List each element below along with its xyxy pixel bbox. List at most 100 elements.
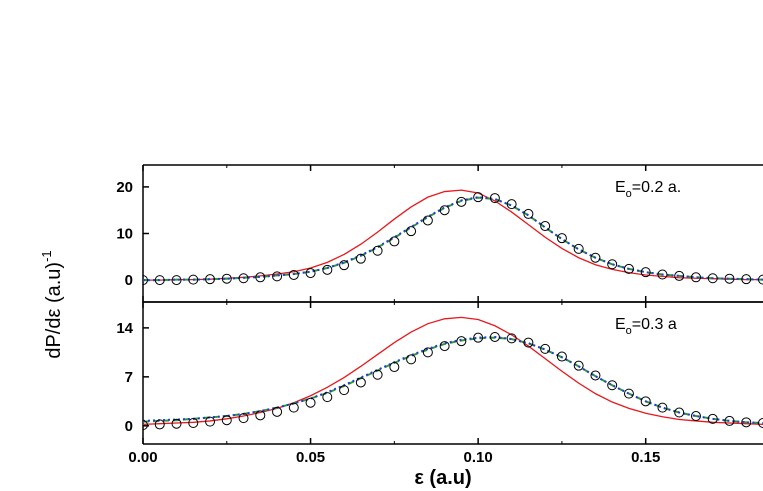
y-tick-label: 0 — [125, 418, 133, 435]
annotation-main: E — [615, 316, 626, 333]
data-point — [707, 273, 718, 284]
data-point — [339, 385, 350, 396]
data-point — [422, 347, 433, 358]
data-point — [339, 260, 350, 271]
data-point — [322, 264, 333, 275]
x-tick-label: 0.10 — [464, 449, 493, 466]
data-point — [372, 369, 383, 380]
data-point — [556, 233, 567, 244]
y-tick-label: 10 — [116, 226, 133, 243]
data-point — [590, 370, 601, 381]
data-point — [741, 417, 752, 428]
data-point — [272, 406, 283, 417]
data-point — [154, 419, 165, 430]
data-point — [724, 273, 735, 284]
data-point — [422, 215, 433, 226]
data-point — [506, 333, 517, 344]
data-point — [623, 388, 634, 399]
data-point — [674, 270, 685, 281]
data-point — [355, 377, 366, 388]
y-tick-label: 14 — [116, 320, 133, 337]
data-point — [690, 272, 701, 283]
data-point — [188, 418, 199, 429]
series-line — [143, 316, 763, 426]
series-line — [143, 196, 763, 282]
data-point — [623, 263, 634, 274]
data-point — [657, 402, 668, 413]
data-point — [272, 271, 283, 282]
data-point — [640, 396, 651, 407]
x-tick-label: 0.00 — [128, 449, 157, 466]
annotation-sub: o — [626, 188, 632, 200]
data-point — [389, 236, 400, 247]
plot-area — [143, 316, 763, 431]
data-point — [355, 253, 366, 264]
data-point — [473, 192, 484, 203]
data-point — [305, 397, 316, 408]
data-point — [305, 268, 316, 279]
data-point — [171, 418, 182, 429]
data-point — [143, 275, 148, 286]
data-point — [238, 273, 249, 284]
data-point — [439, 205, 450, 216]
data-point — [690, 411, 701, 422]
annotation-main: E — [615, 179, 626, 196]
data-point — [456, 196, 467, 207]
data-point — [406, 226, 417, 237]
data-point — [456, 336, 467, 347]
data-point — [221, 273, 232, 284]
x-tick-label: 0.15 — [631, 449, 660, 466]
x-axis-label: ε (a.u) — [414, 467, 471, 489]
data-point — [556, 351, 567, 362]
annotation: Eo=0.3 a — [615, 316, 677, 337]
y-tick-label: 0 — [125, 272, 133, 289]
data-point — [205, 416, 216, 427]
data-point — [573, 360, 584, 371]
data-point — [540, 221, 551, 232]
annotation: Eo=0.2 a. — [615, 179, 681, 200]
series-line — [143, 335, 763, 425]
data-point — [205, 274, 216, 285]
data-point — [657, 269, 668, 280]
series-line — [143, 196, 763, 282]
data-point — [439, 341, 450, 352]
data-point — [523, 337, 534, 348]
data-point — [473, 332, 484, 343]
data-point — [590, 252, 601, 263]
annotation-sub: o — [626, 325, 632, 337]
annotation-rest: =0.3 a — [632, 316, 677, 333]
data-point — [171, 275, 182, 286]
data-point — [724, 415, 735, 426]
data-point — [238, 413, 249, 424]
y-axis-label-main: dP/dε (a.u) — [43, 262, 65, 359]
x-tick-label: 0.05 — [296, 449, 325, 466]
data-point — [188, 274, 199, 285]
data-point — [707, 413, 718, 424]
data-point — [288, 269, 299, 280]
data-point — [607, 380, 618, 391]
y-axis-label: dP/dε (a.u)-1 — [39, 250, 65, 358]
y-axis-label-sup: -1 — [39, 250, 54, 262]
data-point — [489, 193, 500, 204]
data-point — [523, 208, 534, 219]
data-point — [640, 267, 651, 278]
data-point — [255, 410, 266, 421]
data-point — [288, 402, 299, 413]
data-point — [221, 415, 232, 426]
data-point — [322, 392, 333, 403]
data-point — [506, 199, 517, 210]
data-point — [154, 275, 165, 286]
data-point — [406, 354, 417, 365]
data-point — [489, 331, 500, 342]
data-point — [758, 274, 763, 285]
data-point — [573, 243, 584, 254]
plot-area — [143, 189, 763, 286]
data-point — [389, 362, 400, 373]
data-point — [758, 418, 763, 429]
data-point — [255, 272, 266, 283]
y-tick-label: 7 — [125, 369, 133, 386]
data-point — [372, 245, 383, 256]
data-point — [741, 274, 752, 285]
data-point — [143, 420, 148, 431]
